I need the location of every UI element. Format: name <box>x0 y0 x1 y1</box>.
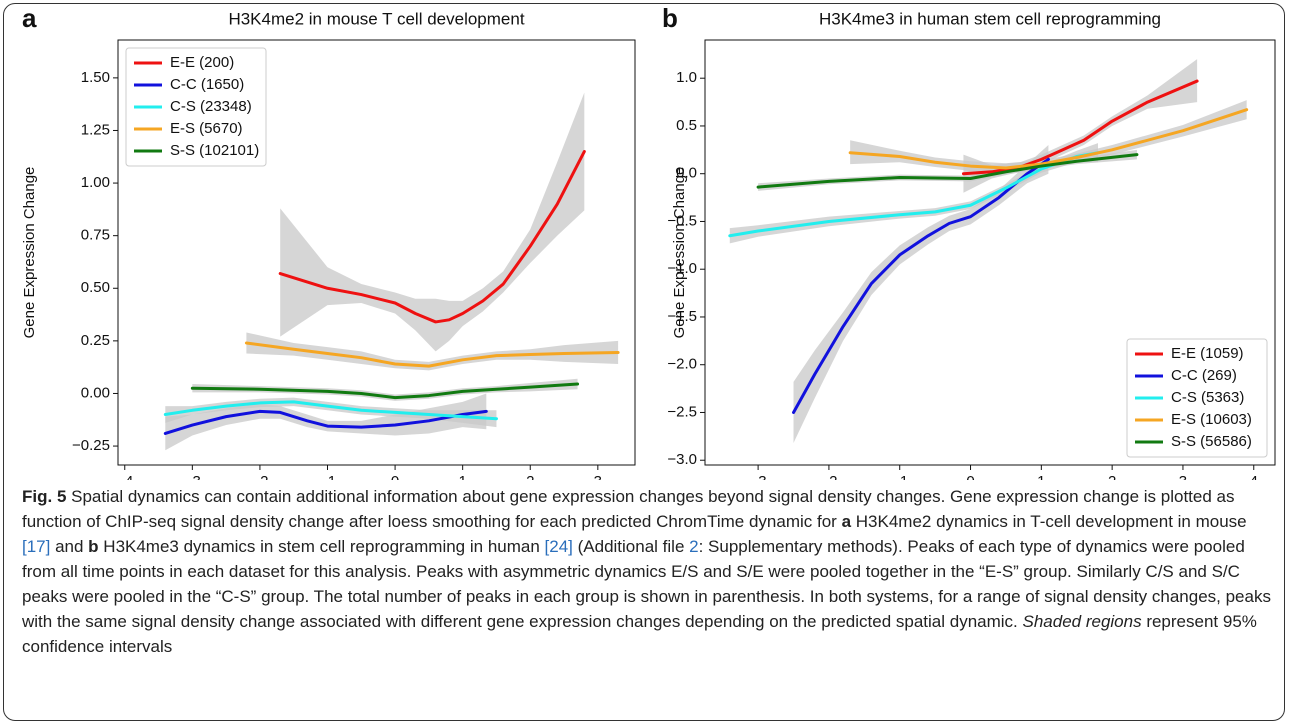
x-tick-label: 1 <box>1037 473 1045 480</box>
chart-title: H3K4me2 in mouse T cell development <box>228 9 524 28</box>
caption-text: a <box>841 512 852 531</box>
line <box>163 409 488 435</box>
x-tick-label: −2 <box>251 473 268 480</box>
caption-text: Shaded regions <box>1022 612 1142 631</box>
x-tick-label: −3 <box>750 473 767 480</box>
legend-label: E-E (200) <box>170 54 234 71</box>
caption-text: H3K4me2 dynamics in T-cell development i… <box>851 512 1247 531</box>
y-tick-label: −1.0 <box>667 260 697 277</box>
x-tick-label: −1 <box>891 473 908 480</box>
line <box>792 157 1050 414</box>
x-tick-label: 3 <box>594 473 602 480</box>
caption-ref: 2 <box>689 537 699 556</box>
y-tick-label: −1.5 <box>667 308 697 325</box>
panel-label: a <box>22 3 37 33</box>
legend-box <box>1126 338 1268 458</box>
legend-label: C-S (23348) <box>170 98 252 115</box>
y-tick-label: 1.25 <box>81 121 110 138</box>
y-tick-label: 1.0 <box>676 69 697 86</box>
x-tick-label: 0 <box>966 473 974 480</box>
legend-box <box>125 47 267 167</box>
chart-title: H3K4me3 in human stem cell reprogramming <box>819 9 1161 28</box>
caption-text: Spatial dynamics can contain additional … <box>22 487 1235 531</box>
line <box>244 341 620 368</box>
line <box>278 150 586 324</box>
caption-ref: [17] <box>22 537 51 556</box>
x-tick-label: 1 <box>458 473 466 480</box>
legend-label: C-C (1650) <box>170 76 244 93</box>
x-tick-label: −4 <box>116 473 133 480</box>
y-tick-label: 1.00 <box>81 174 110 191</box>
x-tick-label: −3 <box>184 473 201 480</box>
line <box>756 153 1139 189</box>
y-tick-label: −2.5 <box>667 403 697 420</box>
axes-frame <box>117 39 636 466</box>
legend-label: E-S (5670) <box>170 120 243 137</box>
y-tick-label: 0.75 <box>81 227 110 244</box>
y-tick-label: 1.50 <box>81 69 110 86</box>
confidence-band <box>963 59 1198 193</box>
confidence-band <box>729 143 1098 244</box>
y-tick-label: 0.00 <box>81 384 110 401</box>
y-axis-label: Gene Expression Change <box>21 167 38 339</box>
legend-label: E-S (10603) <box>1171 411 1252 428</box>
x-tick-label: 2 <box>526 473 534 480</box>
y-tick-label: 0.25 <box>81 332 110 349</box>
legend-label: E-E (1059) <box>1171 345 1244 362</box>
line <box>163 400 498 421</box>
line <box>961 79 1199 176</box>
y-tick-label: 0.50 <box>81 279 110 296</box>
x-tick-label: 4 <box>1250 473 1258 480</box>
legend-label: C-C (269) <box>1171 367 1237 384</box>
legend-label: S-S (56586) <box>1171 433 1252 450</box>
axes-frame <box>704 39 1276 466</box>
caption-text: H3K4me3 dynamics in stem cell reprogramm… <box>98 537 545 556</box>
caption-text: and <box>50 537 89 556</box>
y-axis-label: Gene Expression Change <box>671 167 688 339</box>
y-tick-label: −0.25 <box>72 437 110 454</box>
caption: Fig. 5 Spatial dynamics can contain addi… <box>22 484 1272 659</box>
confidence-band <box>793 145 1049 444</box>
plot-area <box>728 59 1249 444</box>
caption-text: Fig. 5 <box>22 487 67 506</box>
caption-text: (Additional file <box>572 537 690 556</box>
x-tick-label: −1 <box>319 473 336 480</box>
y-tick-label: −3.0 <box>667 451 697 468</box>
y-tick-label: −2.0 <box>667 356 697 373</box>
confidence-band <box>280 92 585 352</box>
legend-label: S-S (102101) <box>170 142 259 159</box>
panel-label: b <box>662 3 678 33</box>
line <box>848 108 1249 170</box>
x-tick-label: 3 <box>1179 473 1187 480</box>
x-tick-label: 0 <box>391 473 399 480</box>
y-tick-label: 0.0 <box>676 165 697 182</box>
x-tick-label: −2 <box>820 473 837 480</box>
y-tick-label: −0.5 <box>667 212 697 229</box>
caption-text: : Supplementary methods). Peaks of each … <box>22 537 1271 631</box>
caption-text: represent 95% confidence intervals <box>22 612 1257 656</box>
plot-area <box>163 92 620 451</box>
confidence-band <box>246 332 619 371</box>
y-tick-label: 0.5 <box>676 117 697 134</box>
caption-text: b <box>88 537 99 556</box>
legend-label: C-S (5363) <box>1171 389 1244 406</box>
line <box>190 382 580 400</box>
figure-frame <box>3 3 1285 721</box>
x-tick-label: 2 <box>1108 473 1116 480</box>
caption-ref: [24] <box>544 537 573 556</box>
